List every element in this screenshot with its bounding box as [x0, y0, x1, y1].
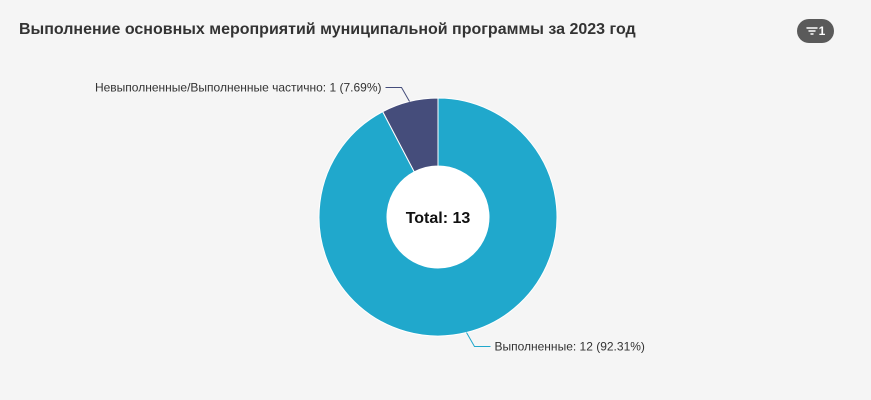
filter-icon [805, 26, 818, 36]
label-leader-line [466, 332, 491, 348]
slice-label: Невыполненные/Выполненные частично: 1 (7… [95, 80, 382, 94]
chart-title: Выполнение основных мероприятий муниципа… [19, 21, 636, 38]
filter-count: 1 [818, 24, 826, 38]
label-leader-line [385, 86, 410, 102]
pie-slice[interactable] [318, 97, 558, 337]
slice-label: Выполненные: 12 (92.31%) [494, 340, 644, 354]
filter-button[interactable]: 1 [797, 19, 834, 43]
center-total-label: Total: 13 [406, 210, 471, 227]
chart-header: Выполнение основных мероприятий муниципа… [19, 19, 841, 44]
donut-hole [387, 166, 489, 268]
